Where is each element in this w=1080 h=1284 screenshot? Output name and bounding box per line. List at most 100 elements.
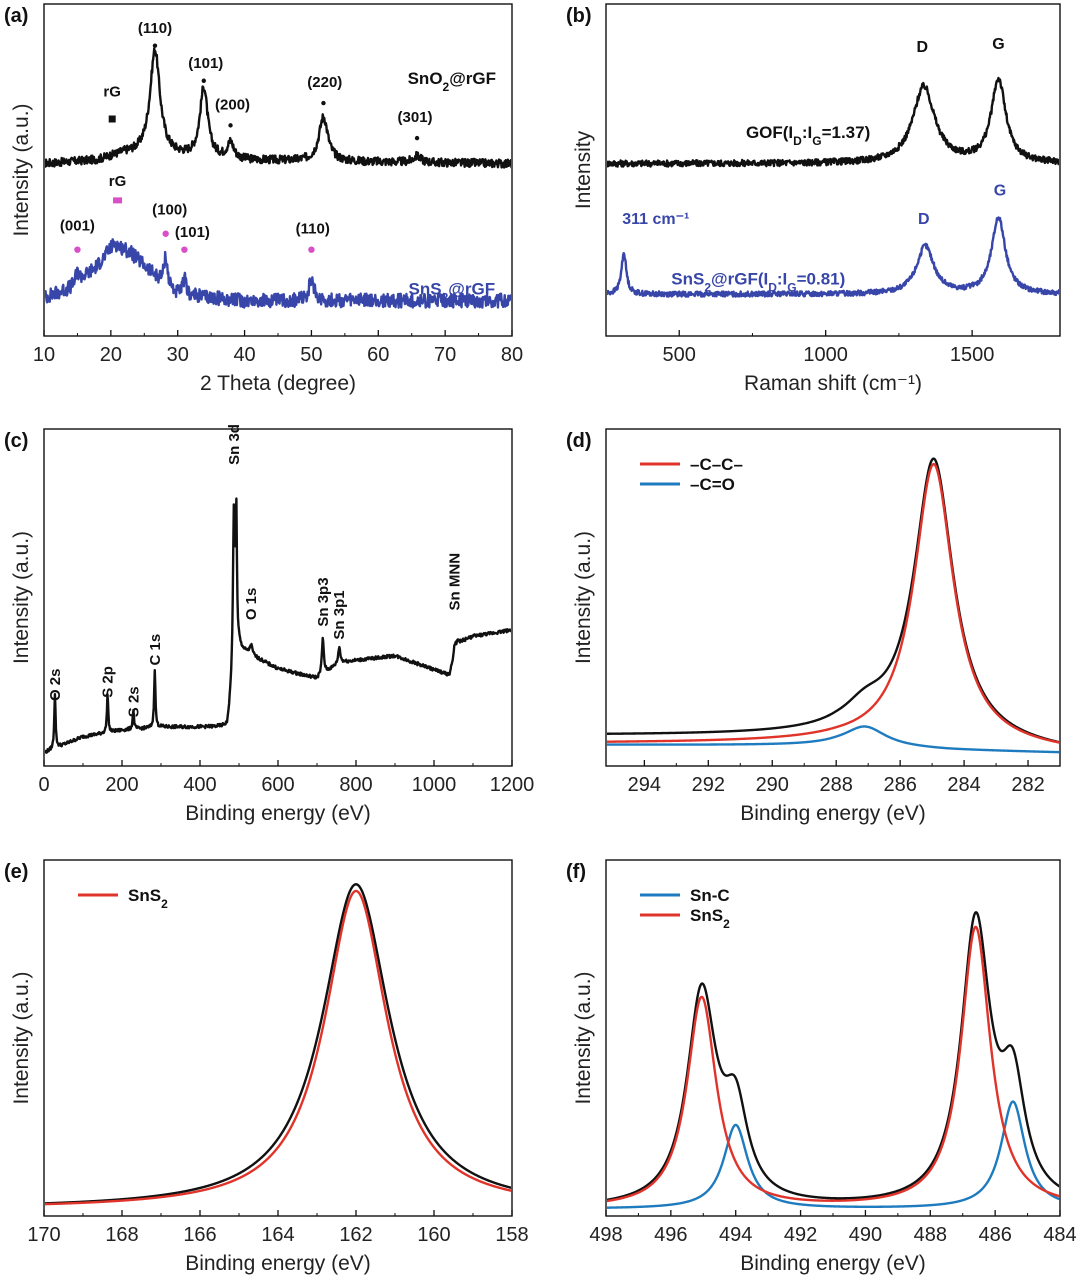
plot-frame [605, 428, 1061, 767]
annotation: (100) [152, 202, 187, 219]
plot-frame [605, 859, 1061, 1217]
annotation: (301) [398, 109, 433, 126]
annotation: Sn 3d [226, 424, 243, 465]
x-tick-label: 498 [589, 1224, 622, 1246]
x-tick-label: 70 [434, 344, 456, 366]
x-tick-label: 286 [883, 774, 916, 796]
y-axis-label: Intensity [572, 130, 595, 209]
plot-frame [605, 3, 1061, 337]
plot-frame [43, 859, 513, 1217]
series-line [607, 925, 1059, 1203]
x-tick-label: 160 [417, 1224, 450, 1246]
x-tick-label: 294 [628, 774, 661, 796]
panel-label: (d) [566, 430, 592, 452]
x-tick-label: 10 [33, 344, 55, 366]
chart-panel-a: (a) 10 20 30 40 50 60 70 80 2 Theta (degree) Inten… [4, 3, 523, 395]
marker [201, 78, 206, 83]
x-tick-label: 50 [300, 344, 322, 366]
x-tick-label: 400 [183, 774, 216, 796]
x-axis-label: 2 Theta (degree) [200, 372, 356, 395]
panel-label: (f) [566, 861, 586, 883]
chart-panel-d: (d) 294 292 290 288 286 284 282 Binding energy (… [566, 428, 1061, 825]
series-line [45, 238, 511, 309]
series-line [45, 497, 511, 754]
x-tick-label: 168 [105, 1224, 138, 1246]
marker [414, 135, 420, 141]
x-tick-label: 80 [501, 344, 523, 366]
annotation: (110) [296, 221, 330, 238]
x-tick-label: 288 [820, 774, 853, 796]
panel-label: (c) [4, 430, 28, 452]
x-tick-label: 500 [663, 344, 696, 366]
series-line [607, 76, 1059, 168]
chart-panel-c: (c) 0 200 400 600 800 1000 1200 Binding energy (… [4, 424, 534, 825]
panel-label: (a) [4, 5, 28, 27]
x-tick-label: 0 [38, 774, 49, 796]
series-line [607, 1100, 1059, 1209]
annotation: rG [103, 84, 121, 101]
chart-panel-e: (e) 170 168 166 164 162 160 158 Binding energy (… [4, 859, 529, 1275]
marker [74, 246, 81, 253]
marker [308, 246, 315, 253]
annotation: rG [109, 173, 127, 190]
annotation: (110) [138, 20, 172, 37]
annotation: GOF(ID:IG=1.37) [746, 123, 870, 148]
annotation: Sn MNN [447, 553, 464, 611]
marker [152, 43, 158, 48]
annotation: (220) [307, 74, 342, 91]
annotation: (001) [60, 218, 95, 235]
annotation: Sn 3p3 [315, 577, 332, 626]
plot-frame [43, 3, 513, 337]
series-line [607, 457, 1059, 744]
x-axis-label: Binding energy (eV) [740, 1252, 926, 1275]
x-tick-label: 1200 [490, 774, 535, 796]
x-tick-label: 60 [367, 344, 389, 366]
annotation: D [917, 39, 929, 56]
annotation: O 1s [243, 588, 260, 621]
series-line [607, 725, 1059, 754]
annotation: 311 cm⁻¹ [622, 211, 689, 228]
series-line [45, 47, 511, 169]
marker [108, 115, 116, 123]
chart-panel-b: (b) 500 1000 1500 Raman shift (cm⁻¹) Intensit… [566, 3, 1061, 395]
marker [113, 197, 123, 204]
panel-label: (e) [4, 861, 28, 883]
x-tick-label: 162 [339, 1224, 372, 1246]
annotation: (200) [215, 96, 250, 113]
x-tick-label: 20 [100, 344, 122, 366]
x-tick-label: 494 [719, 1224, 752, 1246]
annotation: G [992, 36, 1004, 53]
x-tick-label: 30 [167, 344, 189, 366]
x-tick-label: 200 [105, 774, 138, 796]
annotation: C 1s [147, 634, 164, 666]
annotation: SnS2@rGF(ID:IG=0.81) [671, 270, 845, 295]
annotation: Sn 3p1 [331, 590, 348, 639]
x-tick-label: 290 [756, 774, 789, 796]
x-tick-label: 800 [339, 774, 372, 796]
chart-panel-f: (f) 498 496 494 492 490 488 486 484 Binding energ… [566, 859, 1077, 1275]
x-tick-label: 158 [495, 1224, 528, 1246]
x-tick-label: 164 [261, 1224, 294, 1246]
annotation: O 2s [47, 668, 64, 701]
x-tick-label: 40 [233, 344, 255, 366]
y-axis-label: Intensity (a.u.) [572, 531, 595, 664]
annotation: (101) [188, 55, 223, 72]
x-tick-label: 488 [914, 1224, 947, 1246]
legend-label: Sn-C [690, 886, 730, 905]
annotation: (101) [175, 224, 210, 241]
legend-label: –C–C– [690, 455, 743, 474]
x-axis-label: Binding energy (eV) [185, 1252, 371, 1275]
x-tick-label: 292 [692, 774, 725, 796]
x-tick-label: 496 [654, 1224, 687, 1246]
x-tick-label: 600 [261, 774, 294, 796]
annotation: G [994, 182, 1006, 199]
x-tick-label: 284 [947, 774, 980, 796]
series-line [607, 216, 1059, 298]
annotation: SnO2@rGF [408, 69, 496, 94]
x-tick-label: 492 [784, 1224, 817, 1246]
x-axis-label: Raman shift (cm⁻¹) [744, 372, 922, 395]
x-tick-label: 1000 [803, 344, 848, 366]
y-axis-label: Intensity (a.u.) [10, 103, 33, 236]
legend-label: –C=O [690, 475, 735, 494]
